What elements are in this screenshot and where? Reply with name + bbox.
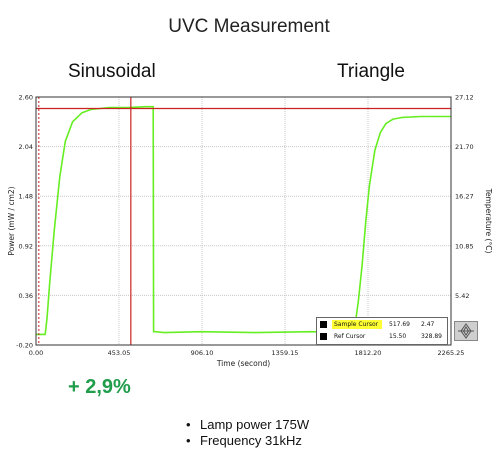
data-point <box>361 264 363 266</box>
y-tick-label: 0.36 <box>19 292 33 300</box>
x-tick-label: 0.00 <box>29 349 43 357</box>
y-tick-label: 0.92 <box>19 242 33 250</box>
bullet-dot-icon: • <box>186 433 191 448</box>
x-tick-label: 1812.20 <box>355 349 382 357</box>
y2-axis-label: Temperature (°C) <box>484 188 493 254</box>
data-point <box>163 332 165 334</box>
y-tick-label: -0.20 <box>16 342 33 350</box>
bullet-item: • Frequency 31kHz <box>186 433 302 448</box>
legend-value-y: 328.89 <box>421 333 442 340</box>
data-point <box>153 331 155 333</box>
page-title: UVC Measurement <box>168 16 330 37</box>
cursor-legend: Sample Cursor 517.69 2.47 Ref Cursor 15.… <box>316 317 448 345</box>
bullet-text: Frequency 31kHz <box>200 433 302 448</box>
data-point <box>46 317 48 319</box>
data-point <box>81 112 83 114</box>
y-axis-label: Power (mW / cm2) <box>7 186 16 255</box>
y2-tick-label: 21.70 <box>455 143 474 151</box>
data-point <box>385 123 387 125</box>
data-point <box>255 332 257 334</box>
legend-value-x: 15.50 <box>389 333 407 340</box>
chart-ticks: 0.00 453.05 906.10 1359.15 1812.20 2265.25 -0.… <box>7 94 493 369</box>
data-point <box>420 115 422 118</box>
chart-grid <box>36 97 451 345</box>
legend-value-y: 2.47 <box>421 321 435 328</box>
legend-value-x: 517.69 <box>389 321 410 328</box>
graph-palette-button[interactable] <box>454 321 478 341</box>
data-point <box>145 106 147 108</box>
data-point <box>200 331 202 333</box>
y2-tick-label: 10.85 <box>455 242 474 250</box>
legend-name: Ref Cursor <box>334 333 366 340</box>
data-point <box>374 149 376 151</box>
legend-swatch <box>320 321 327 328</box>
improvement-value: + 2,9% <box>68 376 131 398</box>
chart-axes <box>35 96 452 346</box>
legend-swatch <box>320 333 327 340</box>
x-tick-label: 453.05 <box>108 349 131 357</box>
y2-tick-label: 5.42 <box>455 292 469 300</box>
diamond-grid-icon <box>458 323 474 339</box>
data-point <box>127 107 129 109</box>
data-point <box>72 121 74 123</box>
data-point <box>108 107 110 109</box>
data-point <box>392 118 394 120</box>
plot-area <box>36 97 451 345</box>
data-point <box>53 229 55 231</box>
bullet-item: • Lamp power 175W <box>186 417 309 432</box>
data-point <box>59 176 61 178</box>
data-point <box>118 107 120 109</box>
x-tick-label: 1359.15 <box>272 349 299 357</box>
uvc-chart: 0.00 453.05 906.10 1359.15 1812.20 2265.25 -0.… <box>7 94 493 369</box>
x-axis-label: Time (second) <box>216 359 270 368</box>
y2-tick-label: 16.27 <box>455 193 474 201</box>
data-point <box>44 333 46 335</box>
x-tick-label: 2265.25 <box>438 349 465 357</box>
chart-series-group <box>35 105 452 336</box>
data-point <box>368 185 370 187</box>
data-point <box>150 106 152 108</box>
data-point <box>64 140 66 142</box>
y-tick-label: 1.48 <box>19 193 33 201</box>
bullet-dot-icon: • <box>186 417 191 432</box>
plot-frame <box>35 96 452 346</box>
data-point <box>379 131 381 133</box>
data-point <box>310 331 312 333</box>
y2-tick-label: 27.12 <box>455 94 474 102</box>
data-point <box>40 333 43 335</box>
legend-row-ref[interactable]: Ref Cursor 15.50 328.89 <box>317 331 447 343</box>
chart-cursors <box>36 97 451 345</box>
data-series-line <box>36 105 451 336</box>
x-tick-label: 906.10 <box>191 349 214 357</box>
data-point <box>154 331 156 333</box>
data-point <box>49 282 51 284</box>
data-point <box>365 220 367 222</box>
triangle-label: Triangle <box>337 61 405 82</box>
data-point <box>152 106 154 108</box>
data-point <box>357 300 359 302</box>
legend-row-sample[interactable]: Sample Cursor 517.69 2.47 <box>317 319 447 331</box>
sinusoidal-label: Sinusoidal <box>68 61 156 82</box>
bullet-text: Lamp power 175W <box>200 417 310 432</box>
y-tick-label: 2.60 <box>19 94 33 102</box>
data-point <box>438 115 440 118</box>
legend-name: Sample Cursor <box>332 320 382 329</box>
y-tick-label: 2.04 <box>19 143 33 151</box>
data-point <box>401 116 403 118</box>
